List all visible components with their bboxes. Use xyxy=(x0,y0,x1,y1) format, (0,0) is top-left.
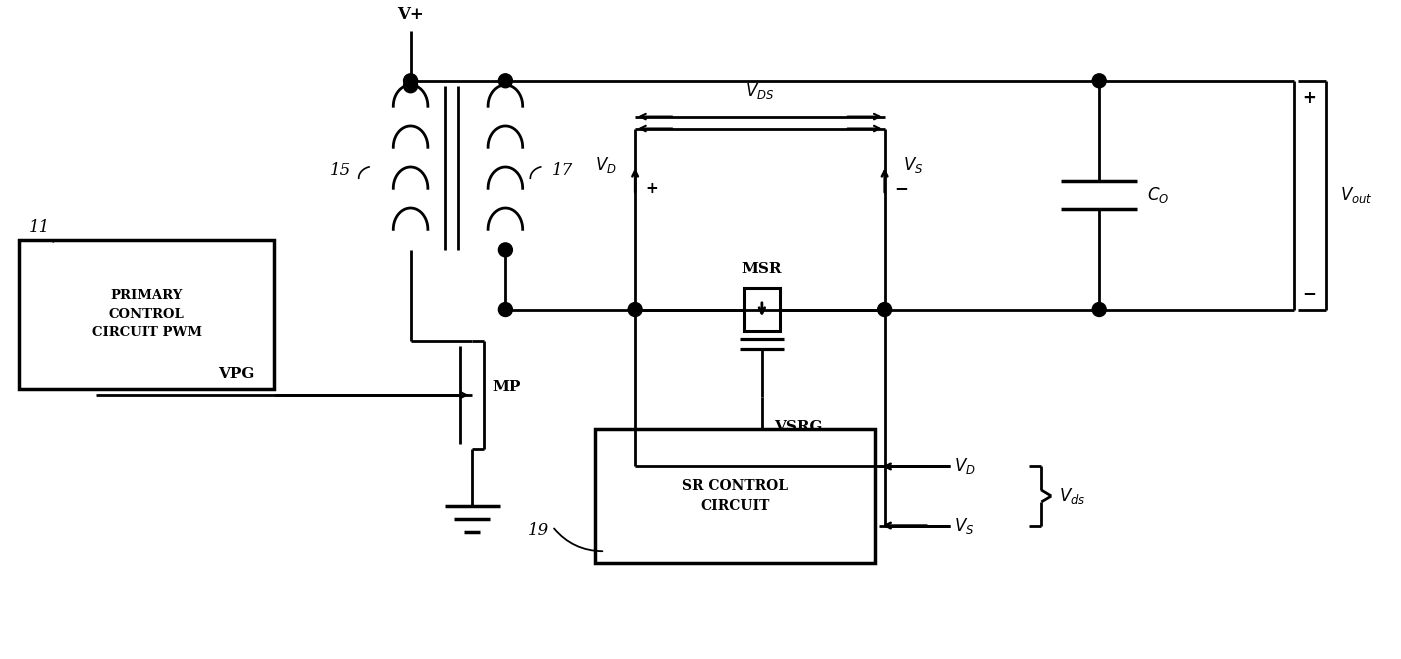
Circle shape xyxy=(628,302,642,316)
Bar xyxy=(20,240,273,389)
Text: $V_D$: $V_D$ xyxy=(954,457,976,476)
Text: $V_S$: $V_S$ xyxy=(954,515,975,536)
Text: VPG: VPG xyxy=(217,367,254,381)
Text: 11: 11 xyxy=(28,219,50,237)
Circle shape xyxy=(499,243,513,257)
Text: −: − xyxy=(895,179,908,197)
Text: PRIMARY
CONTROL
CIRCUIT PWM: PRIMARY CONTROL CIRCUIT PWM xyxy=(91,289,202,339)
Circle shape xyxy=(403,74,417,88)
Circle shape xyxy=(403,79,417,93)
Text: 17: 17 xyxy=(552,162,573,179)
Text: $C_O$: $C_O$ xyxy=(1147,185,1170,205)
Text: 15: 15 xyxy=(331,162,352,179)
Bar xyxy=(595,429,874,563)
Text: 19: 19 xyxy=(528,522,549,539)
Text: $V_{ds}$: $V_{ds}$ xyxy=(1059,486,1086,506)
Circle shape xyxy=(1093,302,1107,316)
Text: $V_D$: $V_D$ xyxy=(595,156,618,175)
Circle shape xyxy=(1093,74,1107,88)
Text: MSR: MSR xyxy=(741,262,782,275)
Text: $V_{out}$: $V_{out}$ xyxy=(1339,185,1373,205)
Text: SR CONTROL
CIRCUIT: SR CONTROL CIRCUIT xyxy=(682,478,787,513)
Circle shape xyxy=(499,74,513,88)
Bar xyxy=(744,287,780,331)
Text: $V_S$: $V_S$ xyxy=(902,156,923,175)
Text: MP: MP xyxy=(492,380,521,394)
Text: V+: V+ xyxy=(398,6,425,23)
Circle shape xyxy=(499,302,513,316)
Text: +: + xyxy=(644,181,658,196)
Text: −: − xyxy=(1302,283,1316,302)
Circle shape xyxy=(877,302,891,316)
Text: VSRG: VSRG xyxy=(773,420,822,434)
Text: +: + xyxy=(1302,89,1316,107)
Text: $V_{DS}$: $V_{DS}$ xyxy=(745,80,775,101)
